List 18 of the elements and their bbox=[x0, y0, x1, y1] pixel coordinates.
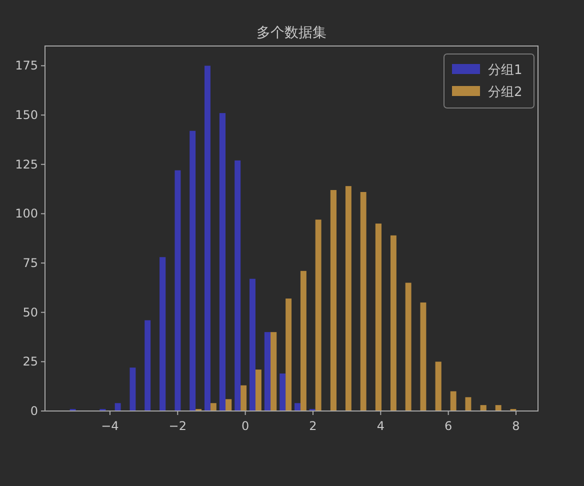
x-tick-label: 0 bbox=[241, 419, 250, 433]
y-tick-label: 175 bbox=[15, 58, 38, 73]
y-tick-label: 125 bbox=[15, 157, 38, 172]
y-tick-label: 0 bbox=[30, 404, 38, 418]
x-tick-label: 2 bbox=[309, 419, 317, 433]
chart-title: 多个数据集 bbox=[256, 25, 326, 41]
x-tick-label: 6 bbox=[444, 419, 452, 433]
y-tick-label: 75 bbox=[22, 256, 38, 270]
x-tick-label: 4 bbox=[376, 419, 384, 433]
x-tick-label: −2 bbox=[168, 419, 186, 433]
y-tick-label: 50 bbox=[22, 305, 38, 320]
x-tick-label: −4 bbox=[101, 419, 119, 433]
legend-label: 分组1 bbox=[488, 63, 522, 78]
y-tick-label: 100 bbox=[15, 206, 38, 221]
y-tick-label: 150 bbox=[15, 108, 38, 122]
x-tick-label: 8 bbox=[512, 419, 520, 433]
legend-label: 分组2 bbox=[488, 85, 522, 100]
y-tick-label: 25 bbox=[22, 354, 38, 369]
